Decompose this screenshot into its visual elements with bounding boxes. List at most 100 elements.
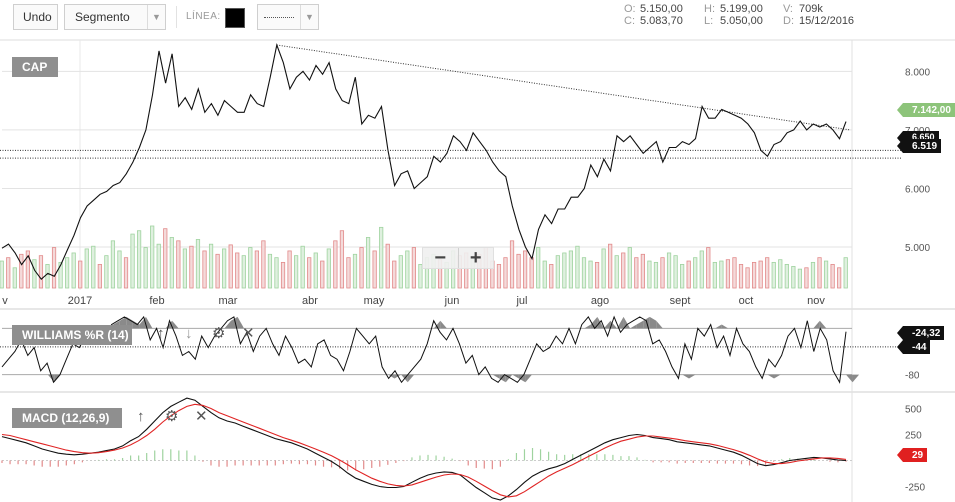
volume-bar	[575, 245, 580, 289]
overbought-fill	[813, 320, 820, 329]
volume-bar	[58, 261, 63, 289]
overbought-fill	[656, 320, 663, 329]
line-style-select[interactable]: ▼	[257, 4, 319, 30]
zoom-in-button[interactable]: +	[457, 247, 494, 269]
volume-bar	[169, 237, 174, 289]
volume-bar	[719, 260, 724, 289]
volume-bar	[660, 257, 665, 289]
arrow-up-icon[interactable]: ↑	[157, 325, 165, 342]
volume-bar	[640, 253, 645, 289]
volume-bar	[51, 247, 57, 289]
volume-bar	[156, 243, 161, 289]
close-icon[interactable]: ✕	[195, 408, 208, 425]
volume-bar	[771, 261, 776, 289]
x-axis-tick-label: abr	[302, 295, 318, 307]
gear-icon[interactable]: ⚙	[212, 325, 226, 342]
volume-bar	[594, 261, 600, 289]
volume-bar	[38, 255, 44, 289]
volume-bar	[516, 253, 521, 289]
line-color-swatch[interactable]	[225, 8, 245, 28]
volume-bar	[294, 255, 299, 289]
zoom-out-button[interactable]: −	[434, 246, 447, 269]
volume-bar	[562, 252, 567, 289]
williams-panel-label[interactable]: WILLIAMS %R (14)	[12, 325, 132, 345]
volume-bar	[163, 228, 168, 289]
price-panel-label[interactable]: CAP	[12, 57, 58, 77]
volume-bar	[123, 257, 129, 289]
volume-bar	[228, 244, 233, 289]
volume-bar	[300, 245, 305, 289]
volume-bar	[359, 247, 364, 289]
volume-bar	[673, 255, 678, 289]
overbought-fill	[172, 320, 179, 329]
ohlc-high-low: H: 5.199,00 L: 5.050,00	[704, 3, 763, 27]
x-axis-tick-label: sept	[670, 295, 691, 307]
chevron-down-icon[interactable]: ▼	[147, 5, 165, 29]
volume-bar	[758, 260, 763, 289]
chevron-down-icon[interactable]: ▼	[300, 5, 318, 29]
toolbar-divider	[176, 6, 177, 28]
close-key: C:	[624, 15, 635, 27]
volume-bar	[745, 267, 750, 289]
chart-type-select[interactable]: Segmento ▼	[64, 4, 166, 30]
overbought-fill	[237, 316, 245, 329]
volume-bar	[25, 250, 30, 289]
volume-bar	[496, 264, 502, 289]
volume-bar	[365, 237, 371, 289]
volume-bar	[136, 230, 142, 289]
volume-bar	[143, 247, 148, 289]
oversold-fill	[499, 374, 506, 383]
volume-bar	[621, 252, 626, 289]
volume-bar	[549, 264, 554, 289]
price-axis-tick-label: 6.000	[905, 184, 930, 195]
volume-bar	[372, 250, 377, 289]
volume-bar	[110, 240, 116, 289]
arrow-down-icon[interactable]: ↓	[185, 325, 193, 342]
volume-bar	[699, 250, 704, 289]
close-icon[interactable]: ✕	[242, 325, 255, 342]
volume-bar	[693, 257, 698, 289]
overbought-fill	[440, 320, 447, 329]
oversold-fill	[682, 374, 689, 379]
oversold-fill	[54, 374, 61, 383]
volume-bar	[837, 267, 842, 289]
oversold-fill	[47, 374, 55, 383]
volume-bar	[791, 266, 796, 289]
volume-bar	[6, 257, 11, 289]
macd-signal-line	[1, 403, 847, 498]
volume-bar	[797, 268, 803, 289]
volume-bar	[392, 260, 397, 289]
overbought-fill	[617, 316, 624, 329]
volume-bar	[608, 243, 613, 289]
line-style-preview	[264, 16, 294, 18]
undo-button[interactable]: Undo	[13, 4, 58, 30]
volume-bar	[182, 248, 187, 289]
volume-bar	[529, 257, 534, 289]
volume-bar	[653, 261, 659, 289]
macd-panel-label[interactable]: MACD (12,26,9)	[12, 408, 122, 428]
overbought-fill	[819, 320, 827, 329]
volume-bar	[333, 240, 338, 289]
overbought-fill	[584, 324, 591, 329]
price-line	[1, 43, 847, 281]
volume-bar	[666, 252, 672, 289]
arrow-up-icon[interactable]: ↑	[137, 408, 145, 425]
macd-last-tag: 29	[896, 448, 928, 462]
oversold-fill	[407, 374, 415, 383]
oversold-fill	[774, 374, 781, 379]
volume-bar	[555, 255, 560, 289]
oversold-fill	[512, 374, 519, 379]
volume-bar	[738, 264, 744, 289]
overbought-fill	[590, 316, 598, 329]
williams-line	[1, 315, 847, 384]
volume-bar	[254, 250, 259, 289]
volume-bar	[45, 264, 50, 289]
volume-bar	[267, 253, 273, 289]
volume-bar	[503, 257, 508, 289]
volume-bar	[647, 260, 652, 289]
volume-bar	[830, 264, 835, 289]
gear-icon[interactable]: ⚙	[165, 408, 179, 425]
date-value: 15/12/2016	[799, 15, 855, 27]
volume-bar	[581, 257, 587, 289]
volume-bar	[32, 259, 37, 289]
